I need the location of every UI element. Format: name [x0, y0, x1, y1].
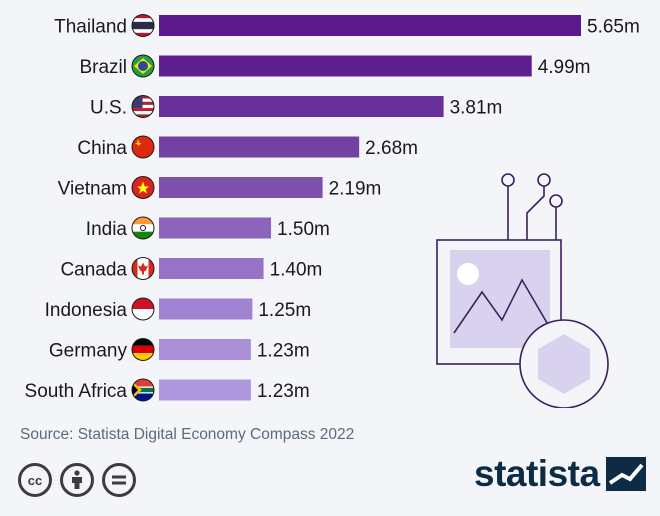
category-label: Thailand	[54, 17, 127, 38]
brazil-flag	[131, 54, 155, 78]
bar[interactable]	[159, 96, 444, 117]
bar[interactable]	[159, 217, 272, 239]
bar[interactable]	[159, 298, 253, 320]
value-label: 5.65m	[587, 17, 640, 38]
bar[interactable]	[159, 258, 264, 279]
canada-flag	[131, 257, 155, 280]
vietnam-flag	[131, 176, 155, 199]
bar-chart: Thailand 5.65m Brazil 4.99m U.S. 3.81m China 2.…	[25, 14, 640, 402]
thailand-flag	[131, 14, 155, 37]
category-label: Germany	[49, 341, 128, 362]
bar[interactable]	[159, 339, 251, 360]
bar[interactable]	[159, 177, 323, 198]
category-label: Canada	[60, 260, 127, 281]
china-flag	[131, 135, 155, 159]
cc-icon[interactable]: cc	[18, 463, 52, 497]
value-label: 2.68m	[365, 138, 418, 159]
value-label: 1.40m	[270, 260, 323, 281]
statista-logo[interactable]: statista	[474, 455, 646, 492]
value-label: 1.23m	[257, 341, 310, 362]
category-label: Brazil	[79, 57, 127, 78]
indonesia-flag	[131, 297, 155, 321]
bar[interactable]	[159, 15, 581, 36]
category-label: South Africa	[25, 381, 128, 402]
us-flag	[131, 95, 155, 118]
value-label: 3.81m	[450, 98, 503, 119]
category-label: India	[86, 219, 128, 240]
bar[interactable]	[159, 55, 532, 77]
category-label: China	[77, 138, 127, 159]
image-illustration-icon	[436, 173, 609, 408]
bar[interactable]	[159, 136, 360, 158]
germany-flag	[131, 338, 155, 361]
category-label: Indonesia	[45, 300, 128, 321]
brand-name: statista	[474, 453, 600, 494]
by-icon[interactable]	[60, 463, 94, 497]
value-label: 1.25m	[258, 300, 311, 321]
value-label: 1.50m	[277, 219, 330, 240]
statista-logo-icon	[605, 456, 646, 491]
bar[interactable]	[159, 379, 251, 401]
value-label: 2.19m	[329, 179, 382, 200]
india-flag	[131, 216, 155, 240]
nd-icon[interactable]	[102, 463, 136, 497]
source-note: Source: Statista Digital Economy Compass…	[20, 426, 355, 443]
category-label: U.S.	[90, 98, 127, 119]
license-badges: cc	[18, 463, 136, 497]
south-africa-flag	[131, 378, 155, 402]
value-label: 4.99m	[538, 57, 591, 78]
value-label: 1.23m	[257, 381, 310, 402]
category-label: Vietnam	[58, 179, 127, 200]
